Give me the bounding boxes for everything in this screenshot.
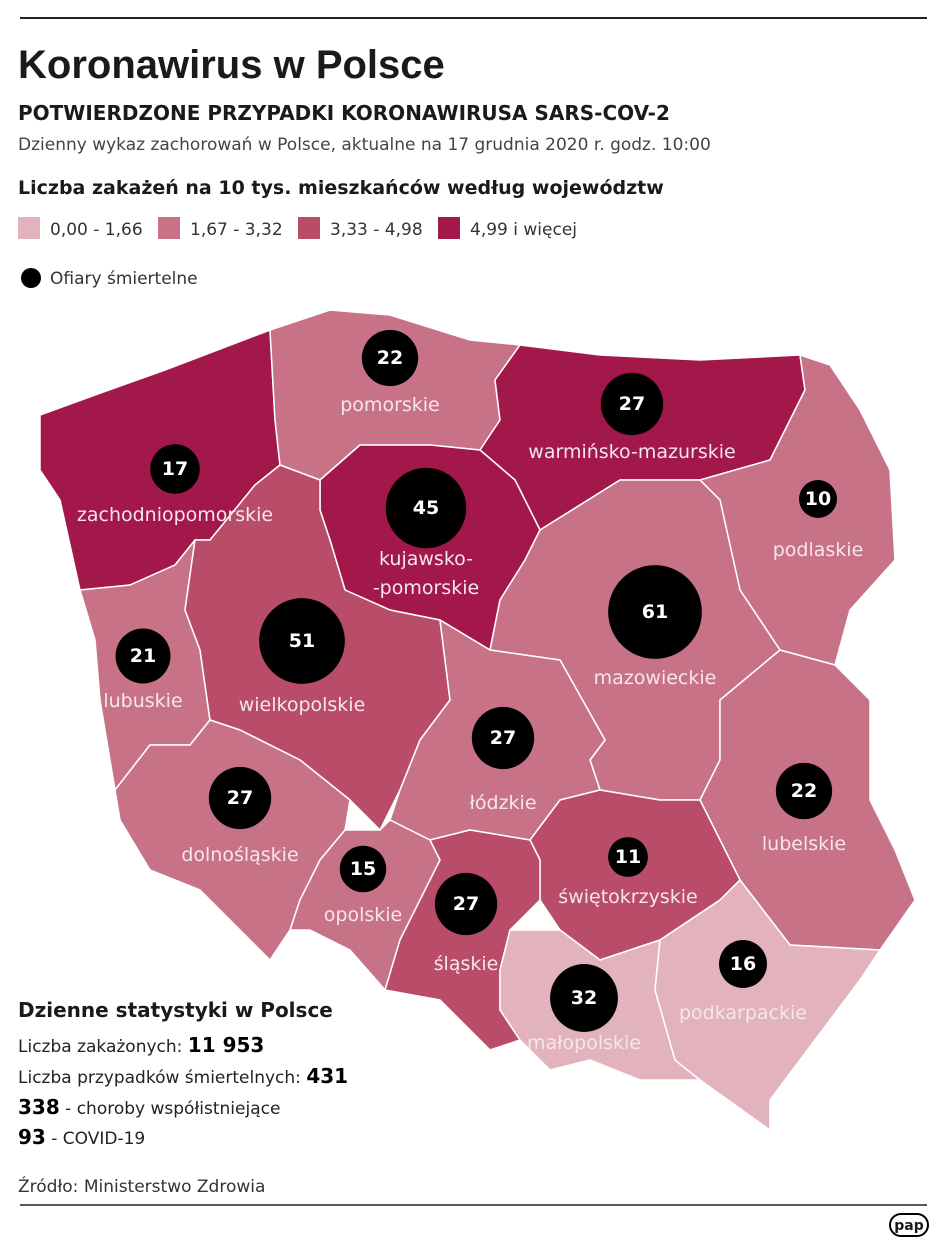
region-name: -pomorskie (373, 577, 479, 599)
deaths-bubble (208, 766, 272, 830)
regions: zachodniopomorskie 17 pomorskie 22 warmińsko… (39, 309, 916, 1131)
title: Koronawirus w Polsce (18, 43, 445, 87)
region-name: warmińsko-mazurskie (528, 441, 735, 463)
value: 338 (18, 1095, 60, 1119)
deaths-bubble (115, 628, 171, 684)
deaths-value: 45 (413, 497, 439, 519)
label: - choroby współistniejące (65, 1099, 280, 1119)
region-name: lubelskie (762, 833, 846, 855)
region (654, 879, 881, 1131)
deaths-value: 10 (805, 488, 831, 510)
legend-swatch (438, 217, 460, 239)
deaths-value: 27 (227, 787, 253, 809)
stats-line: Liczba zakażonych: 11 953 (18, 1033, 264, 1057)
region-name: pomorskie (340, 394, 440, 416)
region-name: wielkopolskie (239, 694, 366, 716)
subtitle: POTWIERDZONE PRZYPADKI KORONAWIRUSA SARS… (18, 101, 670, 125)
value: 11 953 (188, 1033, 265, 1057)
deaths-bubble (608, 837, 648, 877)
deaths-value: 22 (791, 780, 817, 802)
deaths-value: 11 (615, 846, 641, 868)
legend-swatch (18, 217, 40, 239)
legend-swatch (158, 217, 180, 239)
deaths-legend-label: Ofiary śmiertelne (50, 269, 198, 289)
legend-label: 4,99 i więcej (470, 220, 577, 240)
description: Dzienny wykaz zachorowań w Polsce, aktua… (18, 135, 711, 155)
source: Źródło: Ministerstwo Zdrowia (18, 1175, 265, 1197)
deaths-value: 61 (642, 601, 668, 623)
logo-frame (889, 1213, 929, 1237)
stats-line: 93 - COVID-19 (18, 1125, 145, 1149)
deaths-value: 32 (571, 987, 597, 1009)
deaths-bubble (259, 598, 345, 684)
deaths-value: 22 (377, 347, 403, 369)
value: 431 (306, 1064, 348, 1088)
region-name: opolskie (324, 904, 402, 926)
deaths-value: 17 (162, 458, 188, 480)
deaths-value: 21 (130, 645, 156, 667)
legend-label: 0,00 - 1,66 (50, 220, 143, 240)
deaths-legend-dot (21, 268, 41, 288)
deaths-bubble (719, 940, 767, 988)
deaths-bubble (150, 444, 200, 494)
stats-title: Dzienne statystyki w Polsce (18, 998, 333, 1022)
deaths-value: 27 (490, 727, 516, 749)
region-name: zachodniopomorskie (77, 504, 273, 526)
deaths-value: 27 (453, 893, 479, 915)
deaths-bubble (434, 872, 498, 936)
deaths-value: 27 (619, 393, 645, 415)
value: 93 (18, 1125, 46, 1149)
legend-label: 3,33 - 4,98 (330, 220, 423, 240)
region-name: podlaskie (773, 539, 864, 561)
region-name: mazowieckie (594, 667, 717, 689)
deaths-value: 15 (350, 858, 376, 880)
stats-line: 338 - choroby współistniejące (18, 1095, 280, 1119)
deaths-bubble (775, 762, 833, 820)
legend-swatch (298, 217, 320, 239)
deaths-bubble (361, 329, 419, 387)
region-name: podkarpackie (679, 1002, 807, 1024)
deaths-bubble (799, 480, 837, 518)
region-name: dolnośląskie (181, 844, 298, 866)
deaths-bubble (471, 706, 535, 770)
deaths-bubble (600, 372, 664, 436)
logo: pap (894, 1218, 924, 1234)
stats-line: Liczba przypadków śmiertelnych: 431 (18, 1064, 348, 1088)
legend-label: 1,67 - 3,32 (190, 220, 283, 240)
legend: 0,00 - 1,66 1,67 - 3,32 3,33 - 4,98 4,99 i … (18, 217, 577, 240)
region-name: świętokrzyskie (558, 886, 697, 908)
region-name: lubuskie (103, 690, 182, 712)
region-name: małopolskie (527, 1032, 641, 1054)
label: - COVID-19 (51, 1129, 145, 1149)
region-name: kujawsko- (379, 548, 473, 570)
deaths-value: 51 (289, 630, 315, 652)
region-name: śląskie (434, 953, 499, 975)
label: Liczba przypadków śmiertelnych: (18, 1068, 301, 1088)
deaths-bubble (385, 467, 467, 549)
deaths-bubble (339, 845, 387, 893)
deaths-bubble (608, 565, 702, 659)
label: Liczba zakażonych: (18, 1037, 182, 1057)
deaths-bubble (550, 964, 618, 1032)
daily-stats: Dzienne statystyki w Polsce Liczba zakaż… (18, 998, 348, 1149)
legend-title: Liczba zakażeń na 10 tys. mieszkańców we… (18, 177, 664, 199)
deaths-value: 16 (730, 953, 756, 975)
region-name: łódzkie (469, 792, 536, 814)
